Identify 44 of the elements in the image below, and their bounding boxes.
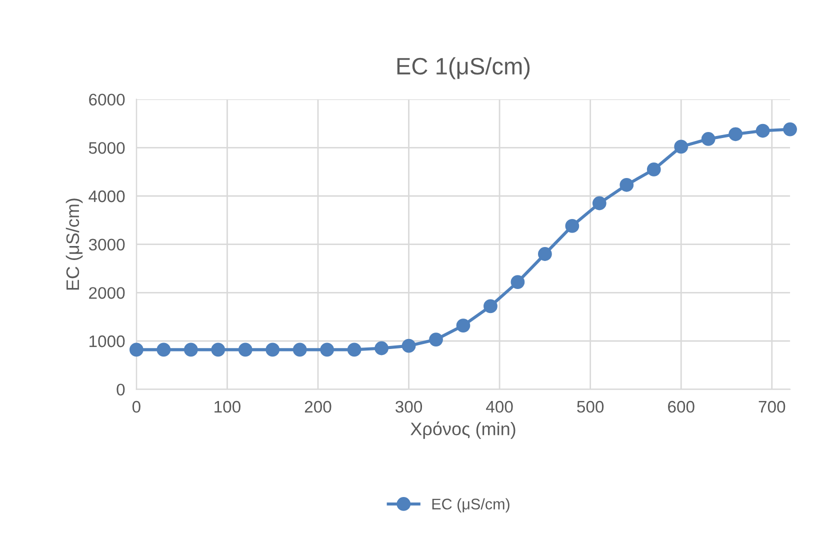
x-tick-label: 300	[396, 400, 422, 413]
x-tick-label: 700	[758, 400, 786, 413]
y-tick-label: 0	[116, 384, 125, 396]
point	[620, 178, 634, 192]
point	[402, 338, 416, 353]
point	[211, 342, 226, 357]
point	[538, 247, 552, 261]
point	[292, 342, 307, 357]
point	[674, 140, 688, 154]
point	[592, 196, 606, 210]
x-tick-label: 0	[132, 400, 140, 413]
y-axis-title: EC (μS/cm)	[66, 198, 83, 290]
point	[320, 342, 334, 357]
point	[129, 342, 144, 357]
chart-title: EC 1(μS/cm)	[397, 57, 530, 80]
y-tick-label: 1000	[90, 335, 125, 348]
y-tick-label: 4000	[88, 190, 125, 202]
point	[510, 275, 525, 289]
y-tick-label: 6000	[89, 94, 125, 106]
point	[565, 219, 580, 233]
x-tick-label: 500	[577, 400, 604, 413]
point	[266, 342, 280, 357]
point	[238, 342, 252, 357]
point	[484, 299, 498, 314]
point	[646, 162, 661, 176]
x-tick-label: 400	[486, 400, 513, 413]
y-tick-label: 5000	[88, 142, 125, 154]
x-axis-title: Χρόνος (min)	[410, 422, 516, 439]
point	[728, 127, 743, 142]
point	[456, 318, 470, 332]
x-tick-label: 600	[668, 400, 694, 413]
point	[783, 122, 797, 136]
point	[184, 342, 198, 357]
x-tick-label: 100	[214, 400, 240, 413]
point	[374, 341, 388, 356]
legend-label: EC (μS/cm)	[432, 498, 510, 513]
point	[701, 132, 716, 146]
point	[156, 342, 171, 357]
point	[347, 342, 362, 357]
y-tick-label: 2000	[89, 287, 125, 299]
point	[429, 332, 443, 346]
y-tick-label: 3000	[88, 238, 125, 251]
x-tick-label: 200	[304, 400, 332, 413]
point	[756, 124, 770, 138]
